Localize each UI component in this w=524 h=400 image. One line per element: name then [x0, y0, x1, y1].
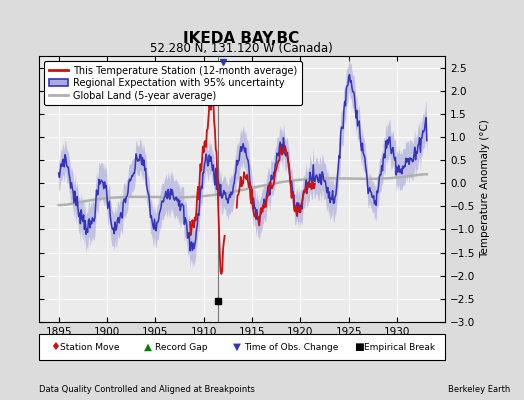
Legend: This Temperature Station (12-month average), Regional Expectation with 95% uncer: This Temperature Station (12-month avera… [44, 61, 302, 106]
Text: Data Quality Controlled and Aligned at Breakpoints: Data Quality Controlled and Aligned at B… [39, 385, 255, 394]
Text: 52.280 N, 131.120 W (Canada): 52.280 N, 131.120 W (Canada) [150, 42, 332, 55]
Text: ▲: ▲ [144, 342, 152, 352]
Text: IKEDA BAY,BC: IKEDA BAY,BC [183, 31, 299, 46]
Text: Empirical Break: Empirical Break [364, 342, 435, 352]
Text: ■: ■ [354, 342, 364, 352]
Text: Station Move: Station Move [60, 342, 120, 352]
Text: Time of Obs. Change: Time of Obs. Change [244, 342, 338, 352]
Text: Berkeley Earth: Berkeley Earth [448, 385, 510, 394]
Y-axis label: Temperature Anomaly (°C): Temperature Anomaly (°C) [480, 120, 490, 258]
Text: ♦: ♦ [50, 342, 60, 352]
Text: ▼: ▼ [233, 342, 241, 352]
Text: Record Gap: Record Gap [155, 342, 207, 352]
